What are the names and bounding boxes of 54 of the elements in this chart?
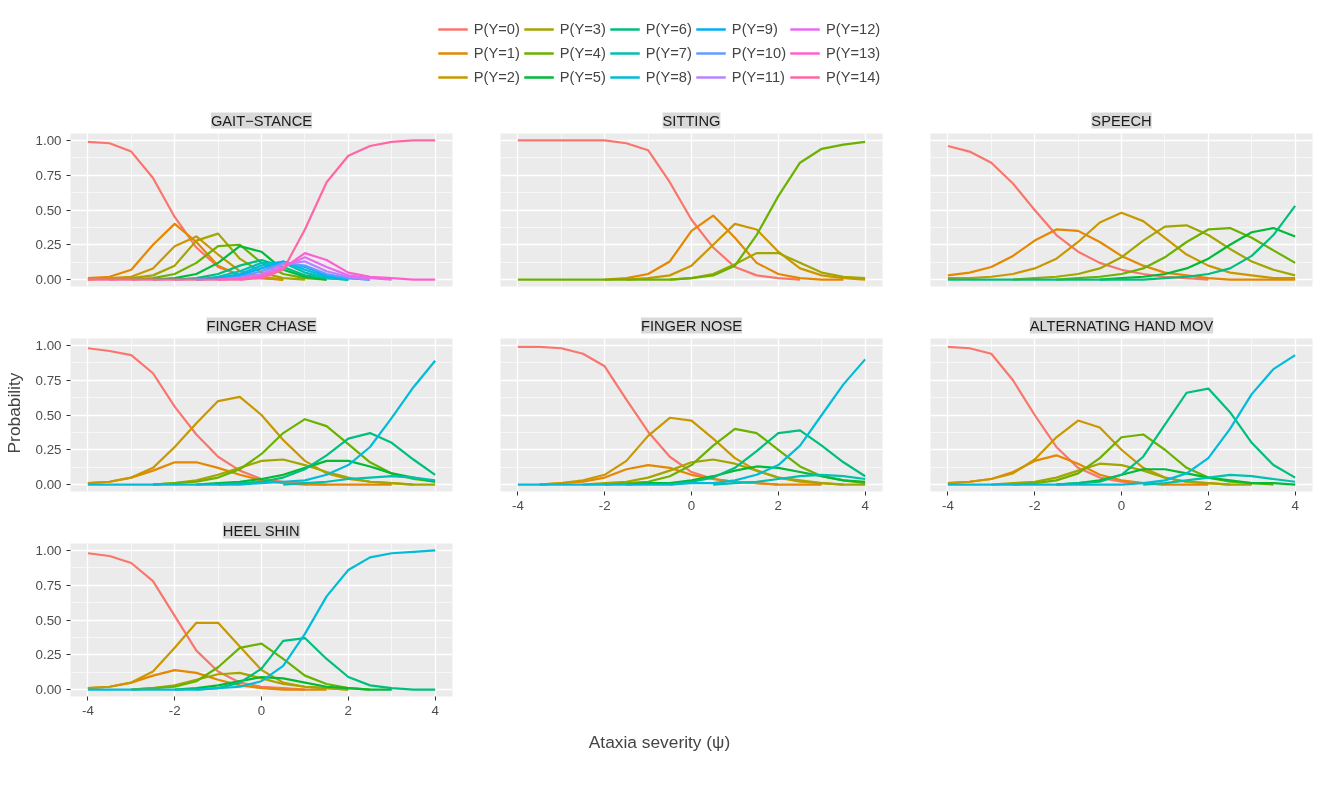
legend-label: P(Y=9) bbox=[731, 20, 778, 37]
legend-label: P(Y=3) bbox=[559, 20, 606, 37]
y-tick-label: 0.25 bbox=[35, 647, 62, 663]
x-tick-label: 2 bbox=[344, 702, 353, 718]
y-tick-label: 0.00 bbox=[35, 272, 62, 288]
legend-label: P(Y=8) bbox=[645, 68, 692, 85]
chart-title: ALTERNATING HAND MOV bbox=[1029, 317, 1214, 334]
legend-label: P(Y=13) bbox=[826, 44, 881, 61]
x-tick-label: 4 bbox=[861, 497, 870, 513]
chart-title: HEEL SHIN bbox=[222, 522, 300, 539]
y-tick-label: 1.00 bbox=[35, 132, 62, 148]
y-tick-label: 0.50 bbox=[35, 407, 62, 423]
legend-label: P(Y=12) bbox=[826, 20, 881, 37]
legend-label: P(Y=4) bbox=[559, 44, 606, 61]
x-tick-label: 0 bbox=[257, 702, 266, 718]
legend-label: P(Y=1) bbox=[473, 44, 520, 61]
y-tick-label: 0.75 bbox=[35, 372, 62, 388]
x-tick-label: 4 bbox=[431, 702, 440, 718]
chart-title: SITTING bbox=[662, 112, 721, 129]
y-tick-label: 0.50 bbox=[35, 202, 62, 218]
x-tick-label: -2 bbox=[598, 497, 611, 513]
x-tick-label: -4 bbox=[941, 497, 955, 513]
x-axis-title: Ataxia severity (ψ) bbox=[588, 731, 731, 752]
y-tick-label: 0.75 bbox=[35, 577, 62, 593]
x-tick-label: -2 bbox=[1028, 497, 1041, 513]
y-tick-label: 0.75 bbox=[35, 167, 62, 183]
legend-label: P(Y=6) bbox=[645, 20, 692, 37]
y-tick-label: 0.25 bbox=[35, 442, 62, 458]
chart-title: GAIT−STANCE bbox=[210, 112, 313, 129]
x-tick-label: 4 bbox=[1291, 497, 1300, 513]
x-tick-label: 2 bbox=[774, 497, 783, 513]
y-tick-label: 1.00 bbox=[35, 542, 62, 558]
chart-title: FINGER CHASE bbox=[206, 317, 317, 334]
x-tick-label: -4 bbox=[81, 702, 95, 718]
y-tick-label: 0.25 bbox=[35, 237, 62, 253]
y-tick-label: 0.50 bbox=[35, 612, 62, 628]
x-tick-label: 0 bbox=[687, 497, 696, 513]
x-tick-label: -4 bbox=[511, 497, 525, 513]
y-axis-title: Probability bbox=[3, 372, 24, 454]
y-tick-label: 0.00 bbox=[35, 477, 62, 493]
x-tick-label: 2 bbox=[1204, 497, 1213, 513]
legend-label: P(Y=5) bbox=[559, 68, 606, 85]
y-tick-label: 1.00 bbox=[35, 337, 62, 353]
legend-label: P(Y=10) bbox=[731, 44, 787, 61]
legend-label: P(Y=11) bbox=[731, 68, 785, 85]
legend-label: P(Y=14) bbox=[826, 68, 881, 85]
legend-label: P(Y=0) bbox=[473, 20, 520, 37]
chart-title: FINGER NOSE bbox=[641, 317, 743, 334]
chart-title: SPEECH bbox=[1091, 112, 1152, 129]
y-tick-label: 0.00 bbox=[35, 682, 62, 698]
legend-label: P(Y=7) bbox=[645, 44, 692, 61]
x-tick-label: 0 bbox=[1117, 497, 1126, 513]
x-tick-label: -2 bbox=[168, 702, 181, 718]
legend-label: P(Y=2) bbox=[473, 68, 520, 85]
